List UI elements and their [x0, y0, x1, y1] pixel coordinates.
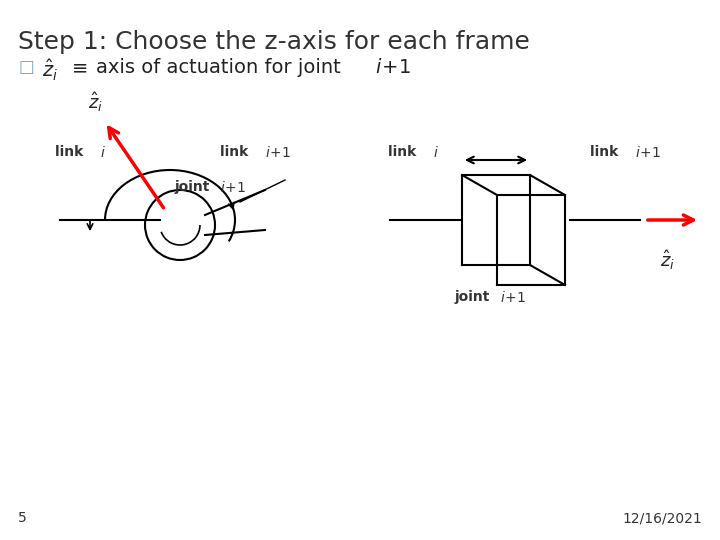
Text: $i$: $i$ — [100, 145, 106, 160]
Text: link: link — [388, 145, 421, 159]
Text: Step 1: Choose the z-axis for each frame: Step 1: Choose the z-axis for each frame — [18, 30, 530, 54]
Text: joint: joint — [175, 180, 215, 194]
Text: $i\!+\!1$: $i\!+\!1$ — [375, 58, 410, 77]
Text: $\equiv$: $\equiv$ — [68, 58, 88, 77]
Text: □: □ — [18, 58, 34, 76]
Text: $\hat{z}_i$: $\hat{z}_i$ — [660, 248, 675, 272]
Text: 5: 5 — [18, 511, 27, 525]
Text: axis of actuation for joint: axis of actuation for joint — [96, 58, 347, 77]
Text: $i\!+\!1$: $i\!+\!1$ — [635, 145, 661, 160]
Text: joint: joint — [455, 290, 495, 304]
Text: $\hat{z}_i$: $\hat{z}_i$ — [42, 58, 58, 83]
Text: $i\!+\!1$: $i\!+\!1$ — [220, 180, 246, 195]
Text: $i\!+\!1$: $i\!+\!1$ — [265, 145, 291, 160]
Text: link: link — [220, 145, 253, 159]
Text: 12/16/2021: 12/16/2021 — [622, 511, 702, 525]
Text: link: link — [590, 145, 623, 159]
Text: $i$: $i$ — [433, 145, 438, 160]
Text: $i\!+\!1$: $i\!+\!1$ — [500, 290, 526, 305]
Text: $\hat{z}_i$: $\hat{z}_i$ — [88, 90, 103, 114]
Text: link: link — [55, 145, 88, 159]
